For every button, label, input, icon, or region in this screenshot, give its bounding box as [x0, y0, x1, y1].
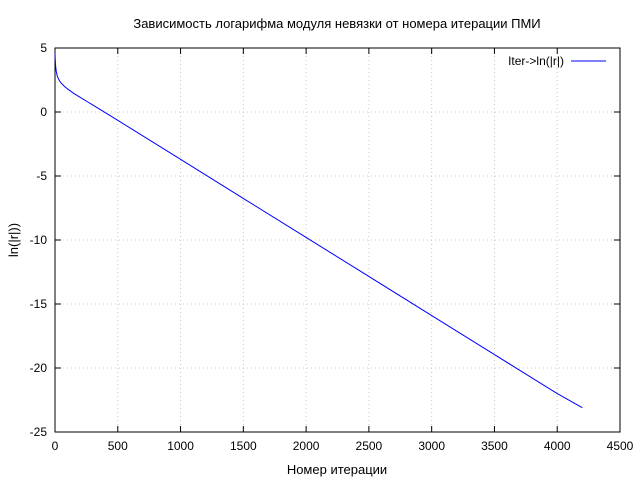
y-tick-label: -5: [36, 169, 47, 183]
y-tick-label: 0: [40, 105, 47, 119]
x-axis-label: Номер итерации: [287, 462, 387, 477]
x-tick-label: 4500: [607, 439, 634, 453]
x-tick-label: 2500: [356, 439, 383, 453]
x-tick-label: 0: [52, 439, 59, 453]
y-tick-label: -10: [30, 233, 48, 247]
x-tick-label: 3000: [418, 439, 445, 453]
axis-ticks: 0 500 1000 1500 2000 2500 3000 3500 4000 4500 -25 -…: [30, 41, 634, 453]
x-tick-label: 1500: [230, 439, 257, 453]
chart-title: Зависимость логарифма модуля невязки от …: [133, 16, 540, 31]
legend: Iter->ln(|r|): [508, 54, 606, 68]
y-tick-label: 5: [40, 41, 47, 55]
x-tick-label: 1000: [167, 439, 194, 453]
x-tick-label: 4000: [544, 439, 571, 453]
x-tick-label: 2000: [293, 439, 320, 453]
x-tick-label: 500: [108, 439, 128, 453]
legend-label: Iter->ln(|r|): [508, 54, 564, 68]
x-tick-label: 3500: [481, 439, 508, 453]
y-tick-label: -15: [30, 297, 48, 311]
y-tick-label: -20: [30, 361, 48, 375]
series-line: [54, 53, 583, 409]
grid-lines: [55, 48, 620, 432]
series-layer: [54, 53, 583, 409]
y-tick-label: -25: [30, 425, 48, 439]
y-axis-label: ln(|r|)): [6, 223, 21, 257]
